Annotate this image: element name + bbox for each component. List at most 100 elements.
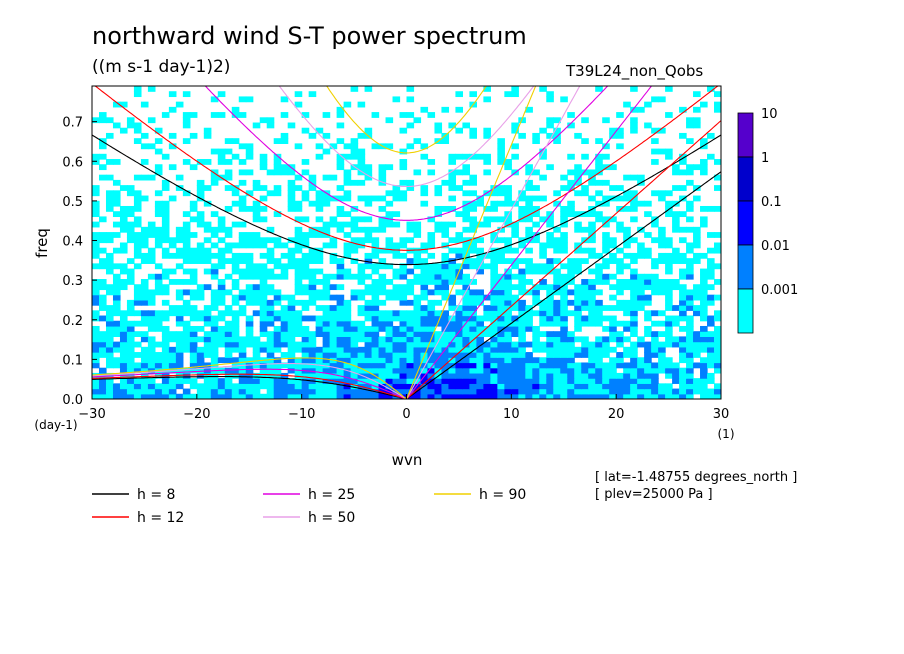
heatmap-cell	[98, 294, 107, 301]
heatmap-cell	[623, 190, 631, 197]
heatmap-cell	[231, 252, 240, 259]
heatmap-cell	[336, 211, 345, 218]
heatmap-cell	[406, 352, 415, 358]
heatmap-cell	[322, 357, 331, 364]
heatmap-cell	[350, 138, 359, 144]
heatmap-cell	[182, 320, 191, 327]
heatmap-cell	[147, 393, 156, 399]
heatmap-cell	[630, 393, 638, 399]
heatmap-cell	[581, 346, 589, 353]
heatmap-cell	[308, 352, 317, 358]
heatmap-cell	[133, 331, 142, 337]
heatmap-cell	[273, 242, 282, 249]
heatmap-cell	[392, 378, 401, 384]
heatmap-cell	[406, 258, 415, 264]
heatmap-cell	[196, 310, 205, 317]
heatmap-cell	[399, 263, 408, 270]
heatmap-cell	[210, 299, 219, 306]
heatmap-cell	[266, 247, 275, 254]
heatmap-cell	[546, 315, 554, 322]
x-tick-label: −30	[78, 407, 105, 422]
heatmap-cell	[161, 393, 170, 399]
heatmap-cell	[322, 331, 331, 337]
heatmap-cell	[532, 185, 540, 191]
dispersion-curve-rossby-h90	[92, 357, 407, 399]
heatmap-cell	[154, 164, 163, 171]
heatmap-cell	[92, 336, 100, 343]
heatmap-cell	[105, 388, 114, 395]
heatmap-cell	[343, 169, 352, 176]
heatmap-cell	[133, 247, 142, 254]
heatmap-cell	[679, 106, 687, 113]
heatmap-cell	[231, 346, 240, 353]
heatmap-cell	[525, 352, 533, 358]
heatmap-cell	[483, 362, 491, 369]
heatmap-cell	[294, 143, 303, 150]
heatmap-cell	[518, 357, 526, 364]
heatmap-cell	[560, 336, 568, 343]
heatmap-cell	[252, 211, 261, 218]
heatmap-cell	[616, 362, 624, 369]
heatmap-cell	[273, 263, 282, 270]
heatmap-cell	[553, 284, 561, 291]
heatmap-cell	[700, 294, 708, 301]
x-tick-label: 20	[608, 407, 625, 422]
heatmap-cell	[406, 378, 415, 384]
heatmap-cell	[686, 346, 694, 353]
heatmap-cell	[602, 352, 610, 358]
heatmap-cell	[92, 205, 100, 212]
heatmap-cell	[371, 112, 380, 118]
heatmap-cell	[350, 393, 359, 399]
heatmap-cell	[574, 263, 582, 270]
heatmap-cell	[245, 315, 254, 322]
heatmap-cell	[161, 237, 170, 244]
heatmap-cell	[651, 352, 659, 358]
y-tick-label: 0.4	[62, 235, 83, 250]
heatmap-cell	[378, 164, 387, 171]
heatmap-cell	[623, 372, 631, 379]
heatmap-cell	[301, 112, 310, 118]
heatmap-cell	[301, 388, 310, 395]
heatmap-cell	[497, 200, 505, 207]
heatmap-cell	[588, 247, 596, 254]
heatmap-cell	[238, 237, 247, 244]
heatmap-cell	[126, 190, 135, 197]
heatmap-cell	[203, 258, 212, 264]
heatmap-cell	[119, 205, 128, 212]
heatmap-cell	[693, 91, 701, 98]
heatmap-cell	[182, 393, 191, 399]
heatmap-cell	[287, 331, 296, 337]
heatmap-cell	[392, 242, 401, 249]
heatmap-cell	[427, 357, 436, 364]
heatmap-cell	[602, 388, 610, 395]
heatmap-cell	[434, 378, 443, 384]
heatmap-cell	[511, 341, 519, 348]
heatmap-cell	[469, 263, 477, 270]
heatmap-cell	[203, 388, 212, 395]
heatmap-cell	[147, 232, 156, 238]
heatmap-cell	[553, 305, 561, 311]
heatmap-cell	[525, 289, 533, 296]
heatmap-cell	[665, 372, 673, 379]
heatmap-cell	[308, 132, 317, 139]
heatmap-cell	[609, 388, 617, 395]
heatmap-cell	[504, 320, 512, 327]
heatmap-cell	[665, 258, 673, 264]
heatmap-cell	[497, 159, 505, 165]
heatmap-cell	[693, 164, 701, 171]
heatmap-cell	[595, 367, 603, 374]
heatmap-cell	[693, 336, 701, 343]
heatmap-cell	[301, 190, 310, 197]
heatmap-cell	[315, 226, 324, 233]
heatmap-cell	[672, 258, 680, 264]
heatmap-cell	[210, 289, 219, 296]
heatmap-cell	[630, 258, 638, 264]
heatmap-cell	[105, 320, 114, 327]
heatmap-cell	[217, 279, 226, 285]
heatmap-cell	[462, 237, 470, 244]
heatmap-cell	[329, 315, 338, 322]
heatmap-cell	[448, 299, 457, 306]
heatmap-cell	[322, 346, 331, 353]
heatmap-cell	[329, 388, 338, 395]
heatmap-cell	[301, 357, 310, 364]
